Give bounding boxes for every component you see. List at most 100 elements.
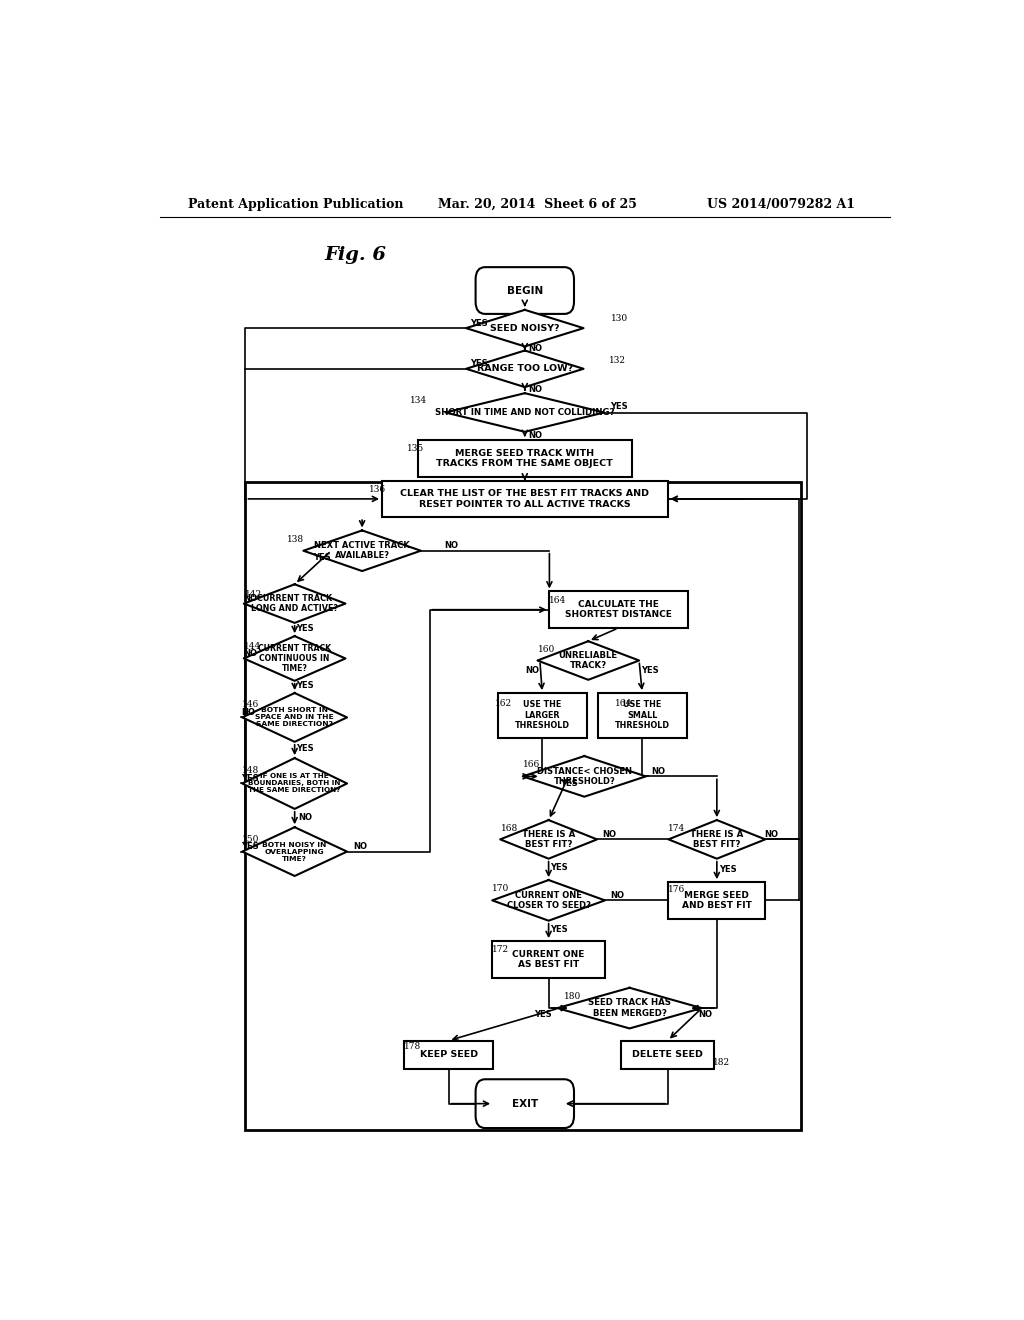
Text: THERE IS A
BEST FIT?: THERE IS A BEST FIT? xyxy=(522,830,575,849)
Text: 178: 178 xyxy=(404,1041,422,1051)
Text: 132: 132 xyxy=(609,355,626,364)
Text: KEEP SEED: KEEP SEED xyxy=(420,1051,477,1060)
Text: 172: 172 xyxy=(492,945,509,954)
Text: NO: NO xyxy=(525,667,539,675)
Text: 164: 164 xyxy=(550,595,566,605)
Text: Fig. 6: Fig. 6 xyxy=(325,246,387,264)
Text: 138: 138 xyxy=(287,535,304,544)
Polygon shape xyxy=(500,820,597,859)
Text: 182: 182 xyxy=(713,1059,730,1067)
Text: YES: YES xyxy=(550,925,567,935)
Text: NEXT ACTIVE TRACK
AVAILABLE?: NEXT ACTIVE TRACK AVAILABLE? xyxy=(314,541,410,561)
Text: 136: 136 xyxy=(370,484,386,494)
Text: 146: 146 xyxy=(242,701,259,709)
Text: IF ONE IS AT THE
BOUNDARIES, BOTH IN
THE SAME DIRECTION?: IF ONE IS AT THE BOUNDARIES, BOTH IN THE… xyxy=(249,774,341,793)
Text: CURRENT TRACK
LONG AND ACTIVE?: CURRENT TRACK LONG AND ACTIVE? xyxy=(251,594,338,614)
Text: Patent Application Publication: Patent Application Publication xyxy=(187,198,403,211)
Text: CURRENT ONE
AS BEST FIT: CURRENT ONE AS BEST FIT xyxy=(512,949,585,969)
Text: NO: NO xyxy=(353,842,368,851)
Polygon shape xyxy=(243,758,347,809)
Text: NO: NO xyxy=(242,708,256,717)
Text: 166: 166 xyxy=(523,760,541,770)
Text: 130: 130 xyxy=(610,314,628,323)
FancyBboxPatch shape xyxy=(669,882,765,919)
Text: YES: YES xyxy=(719,866,737,874)
Text: Mar. 20, 2014  Sheet 6 of 25: Mar. 20, 2014 Sheet 6 of 25 xyxy=(437,198,636,211)
Text: YES: YES xyxy=(609,401,628,411)
Text: NO: NO xyxy=(244,594,257,603)
Text: NO: NO xyxy=(528,384,542,393)
Text: YES: YES xyxy=(312,553,331,562)
FancyBboxPatch shape xyxy=(404,1040,494,1069)
Text: 142: 142 xyxy=(245,590,262,598)
Polygon shape xyxy=(243,828,347,876)
Text: NO: NO xyxy=(698,1010,712,1019)
Text: 150: 150 xyxy=(242,836,259,845)
FancyBboxPatch shape xyxy=(549,591,688,628)
Text: 134: 134 xyxy=(410,396,427,405)
Text: 168: 168 xyxy=(501,824,518,833)
Text: YES: YES xyxy=(470,318,487,327)
FancyBboxPatch shape xyxy=(418,440,632,477)
Text: YES: YES xyxy=(560,779,579,788)
Text: CALCULATE THE
SHORTEST DISTANCE: CALCULATE THE SHORTEST DISTANCE xyxy=(565,601,672,619)
Text: THERE IS A
BEST FIT?: THERE IS A BEST FIT? xyxy=(690,830,743,849)
Text: YES: YES xyxy=(296,681,313,690)
Text: 135: 135 xyxy=(408,444,425,453)
Text: SEED TRACK HAS
BEEN MERGED?: SEED TRACK HAS BEEN MERGED? xyxy=(588,998,671,1018)
Polygon shape xyxy=(466,310,584,346)
Text: YES: YES xyxy=(535,1010,552,1019)
Polygon shape xyxy=(669,820,765,859)
Polygon shape xyxy=(244,636,345,681)
Text: NO: NO xyxy=(444,541,458,550)
Polygon shape xyxy=(557,987,701,1028)
Text: 170: 170 xyxy=(492,884,509,894)
Text: NO: NO xyxy=(651,767,666,776)
Text: UNRELIABLE
TRACK?: UNRELIABLE TRACK? xyxy=(559,651,617,671)
Text: 148: 148 xyxy=(242,767,259,775)
Text: USE THE
LARGER
THRESHOLD: USE THE LARGER THRESHOLD xyxy=(515,701,569,730)
FancyBboxPatch shape xyxy=(598,693,687,738)
Polygon shape xyxy=(493,880,605,921)
Text: 174: 174 xyxy=(669,824,686,833)
Text: MERGE SEED
AND BEST FIT: MERGE SEED AND BEST FIT xyxy=(682,891,752,909)
Text: MERGE SEED TRACK WITH
TRACKS FROM THE SAME OBJECT: MERGE SEED TRACK WITH TRACKS FROM THE SA… xyxy=(436,449,613,467)
Polygon shape xyxy=(243,693,347,742)
Text: NO: NO xyxy=(528,432,542,441)
Polygon shape xyxy=(538,642,639,680)
Text: CURRENT ONE
CLOSER TO SEED?: CURRENT ONE CLOSER TO SEED? xyxy=(507,891,591,909)
Text: CURRENT TRACK
CONTINUOUS IN
TIME?: CURRENT TRACK CONTINUOUS IN TIME? xyxy=(258,644,331,673)
Text: USE THE
SMALL
THRESHOLD: USE THE SMALL THRESHOLD xyxy=(614,701,670,730)
Text: SEED NOISY?: SEED NOISY? xyxy=(490,323,559,333)
Text: NO: NO xyxy=(610,891,624,900)
Text: EXIT: EXIT xyxy=(512,1098,538,1109)
Text: 144: 144 xyxy=(244,643,261,651)
Text: 160: 160 xyxy=(538,645,555,655)
Text: BEGIN: BEGIN xyxy=(507,285,543,296)
Text: NO: NO xyxy=(528,345,542,352)
FancyBboxPatch shape xyxy=(475,267,574,314)
Text: SHORT IN TIME AND NOT COLLIDING?: SHORT IN TIME AND NOT COLLIDING? xyxy=(435,408,614,417)
Text: 162: 162 xyxy=(496,700,513,709)
Text: BOTH SHORT IN
SPACE AND IN THE
SAME DIRECTION?: BOTH SHORT IN SPACE AND IN THE SAME DIRE… xyxy=(255,708,334,727)
Text: 176: 176 xyxy=(669,886,686,894)
Text: RANGE TOO LOW?: RANGE TOO LOW? xyxy=(477,364,572,374)
Text: NO: NO xyxy=(764,830,778,838)
FancyBboxPatch shape xyxy=(493,941,605,978)
FancyBboxPatch shape xyxy=(621,1040,715,1069)
Text: YES: YES xyxy=(296,624,313,634)
Text: YES: YES xyxy=(296,744,313,754)
Text: YES: YES xyxy=(470,359,487,368)
Text: YES: YES xyxy=(550,863,567,873)
Text: 164: 164 xyxy=(615,700,633,709)
Text: BOTH NOISY IN
OVERLAPPING
TIME?: BOTH NOISY IN OVERLAPPING TIME? xyxy=(262,842,327,862)
Polygon shape xyxy=(303,531,421,572)
Text: NO: NO xyxy=(298,813,312,821)
Polygon shape xyxy=(466,351,584,387)
Text: CLEAR THE LIST OF THE BEST FIT TRACKS AND
RESET POINTER TO ALL ACTIVE TRACKS: CLEAR THE LIST OF THE BEST FIT TRACKS AN… xyxy=(400,490,649,508)
Text: US 2014/0079282 A1: US 2014/0079282 A1 xyxy=(708,198,855,211)
Polygon shape xyxy=(244,585,345,623)
Text: 180: 180 xyxy=(563,993,581,1001)
FancyBboxPatch shape xyxy=(498,693,587,738)
FancyBboxPatch shape xyxy=(475,1080,574,1129)
